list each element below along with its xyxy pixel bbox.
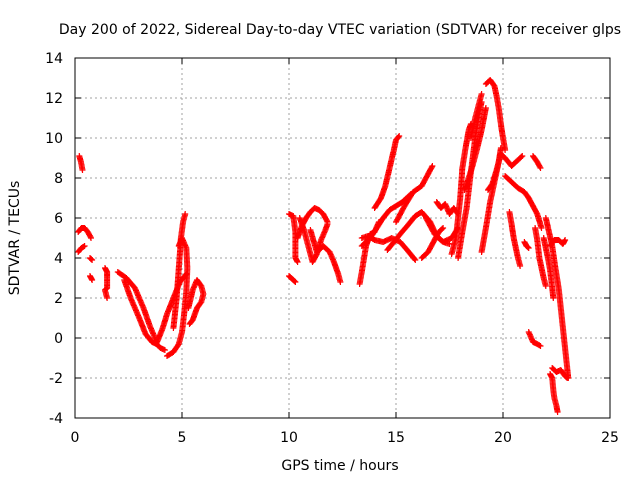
data-point-marker xyxy=(537,165,544,171)
y-tick-label: 12 xyxy=(45,91,63,107)
data-point-marker xyxy=(538,225,545,231)
y-tick-label: 4 xyxy=(54,251,63,267)
x-tick-label: 5 xyxy=(178,430,187,446)
data-point-marker xyxy=(518,153,525,160)
data-point-marker xyxy=(482,105,489,111)
data-point-marker xyxy=(395,134,402,140)
y-tick-label: 0 xyxy=(54,331,63,347)
x-tick-label: 25 xyxy=(601,430,619,446)
x-tick-label: 0 xyxy=(71,430,80,446)
plot-frame xyxy=(74,57,611,419)
data-point-marker xyxy=(396,133,403,139)
data-point-marker xyxy=(537,343,544,349)
data-point-marker xyxy=(89,257,96,263)
y-tick-label: 2 xyxy=(54,291,63,307)
y-tick-label: 8 xyxy=(54,171,63,187)
data-point-marker xyxy=(429,163,436,169)
data-point-marker xyxy=(186,321,193,327)
data-point-marker xyxy=(187,320,194,326)
data-point-marker xyxy=(81,243,88,249)
x-tick-label: 10 xyxy=(280,430,298,446)
y-tick-label: -4 xyxy=(49,411,63,427)
data-point-marker xyxy=(440,225,447,231)
x-axis-label: GPS time / hours xyxy=(281,458,398,474)
data-point-marker xyxy=(88,235,94,241)
data-point-marker xyxy=(517,263,524,269)
data-points xyxy=(75,77,572,415)
data-point-marker xyxy=(554,409,561,415)
data-point-marker xyxy=(324,219,331,225)
chart-title: Day 200 of 2022, Sidereal Day-to-day VTE… xyxy=(59,22,621,38)
data-point-marker xyxy=(550,295,557,301)
y-tick-label: 6 xyxy=(54,211,63,227)
data-point-marker xyxy=(563,374,570,381)
grid-lines xyxy=(75,58,610,418)
data-point-marker xyxy=(79,167,86,173)
data-point-marker xyxy=(525,245,532,251)
y-tick-label: -2 xyxy=(49,371,63,387)
data-point-marker xyxy=(478,91,485,97)
data-point-marker xyxy=(161,347,168,353)
data-point-marker xyxy=(411,256,418,262)
data-point-marker xyxy=(292,279,299,285)
data-point-marker xyxy=(291,278,298,285)
data-point-marker xyxy=(439,225,446,232)
axis-ticks xyxy=(74,57,611,419)
data-point-marker xyxy=(564,375,571,381)
data-point-marker xyxy=(536,163,543,170)
data-point-marker xyxy=(182,211,189,217)
y-tick-label: 10 xyxy=(45,131,63,147)
data-point-marker xyxy=(104,295,111,301)
data-point-marker xyxy=(294,259,301,265)
tick-labels: 0 5 10 15 20 25 -4 -2 0 2 4 6 8 10 12 14 xyxy=(45,51,619,446)
data-point-marker xyxy=(412,257,419,263)
y-axis-label: SDTVAR / TECUs xyxy=(7,181,23,296)
data-point-marker xyxy=(536,342,543,349)
x-tick-label: 15 xyxy=(387,430,405,446)
data-point-marker xyxy=(497,145,504,151)
data-point-marker xyxy=(89,277,96,283)
data-point-marker xyxy=(542,283,549,289)
data-point-marker xyxy=(337,279,344,285)
data-point-marker xyxy=(88,256,95,263)
data-point-marker xyxy=(80,243,87,250)
data-point-marker xyxy=(562,237,569,243)
x-tick-label: 20 xyxy=(494,430,512,446)
data-point-marker xyxy=(525,244,531,251)
y-tick-label: 14 xyxy=(45,51,63,67)
data-point-marker xyxy=(519,153,526,159)
